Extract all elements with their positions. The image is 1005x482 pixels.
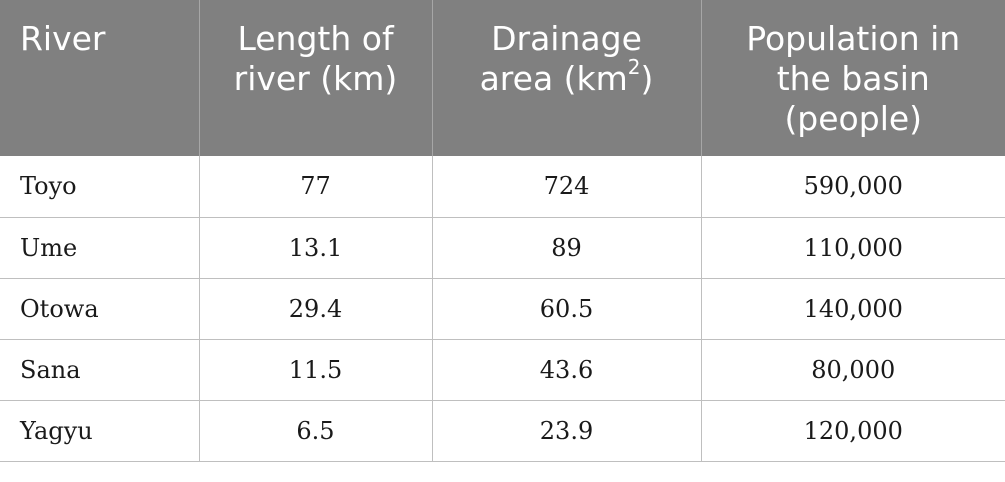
header-drainage-line2-post: ) <box>640 59 654 98</box>
cell-drainage: 23.9 <box>432 400 702 462</box>
header-row: River Length of river (km) Drainage area… <box>0 0 1005 156</box>
cell-drainage: 43.6 <box>432 339 702 401</box>
header-river: River <box>0 0 200 156</box>
table-row: Yagyu 6.5 23.9 120,000 <box>0 400 1005 462</box>
table-row: Sana 11.5 43.6 80,000 <box>0 339 1005 401</box>
header-population-line1: Population in <box>746 19 961 58</box>
cell-river: Toyo <box>0 156 200 218</box>
cell-length: 11.5 <box>199 339 433 401</box>
cell-population: 590,000 <box>701 156 1005 218</box>
cell-length: 6.5 <box>199 400 433 462</box>
header-population-line2: the basin <box>776 59 930 98</box>
table-body: Toyo 77 724 590,000 Ume 13.1 89 110,000 … <box>0 156 1005 462</box>
river-data-table: River Length of river (km) Drainage area… <box>0 0 1005 462</box>
header-drainage-line2-pre: area (km <box>479 59 628 98</box>
cell-length: 77 <box>199 156 433 218</box>
header-length-line1: Length of <box>237 19 394 58</box>
table-row: Toyo 77 724 590,000 <box>0 156 1005 218</box>
header-population: Population in the basin (people) <box>701 0 1005 156</box>
cell-population: 80,000 <box>701 339 1005 401</box>
table-header: River Length of river (km) Drainage area… <box>0 0 1005 156</box>
table-row: Otowa 29.4 60.5 140,000 <box>0 278 1005 340</box>
header-drainage-superscript: 2 <box>627 55 641 79</box>
header-drainage: Drainage area (km2) <box>432 0 702 156</box>
cell-drainage: 89 <box>432 217 702 279</box>
header-length: Length of river (km) <box>199 0 433 156</box>
cell-river: Otowa <box>0 278 200 340</box>
cell-length: 29.4 <box>199 278 433 340</box>
header-population-line3: (people) <box>784 99 923 138</box>
header-length-line2: river (km) <box>233 59 398 98</box>
header-drainage-line1: Drainage <box>491 19 642 58</box>
cell-drainage: 60.5 <box>432 278 702 340</box>
cell-river: Ume <box>0 217 200 279</box>
cell-population: 140,000 <box>701 278 1005 340</box>
cell-population: 120,000 <box>701 400 1005 462</box>
header-river-label: River <box>20 19 106 58</box>
cell-population: 110,000 <box>701 217 1005 279</box>
cell-river: Yagyu <box>0 400 200 462</box>
cell-river: Sana <box>0 339 200 401</box>
table-row: Ume 13.1 89 110,000 <box>0 217 1005 279</box>
cell-drainage: 724 <box>432 156 702 218</box>
cell-length: 13.1 <box>199 217 433 279</box>
